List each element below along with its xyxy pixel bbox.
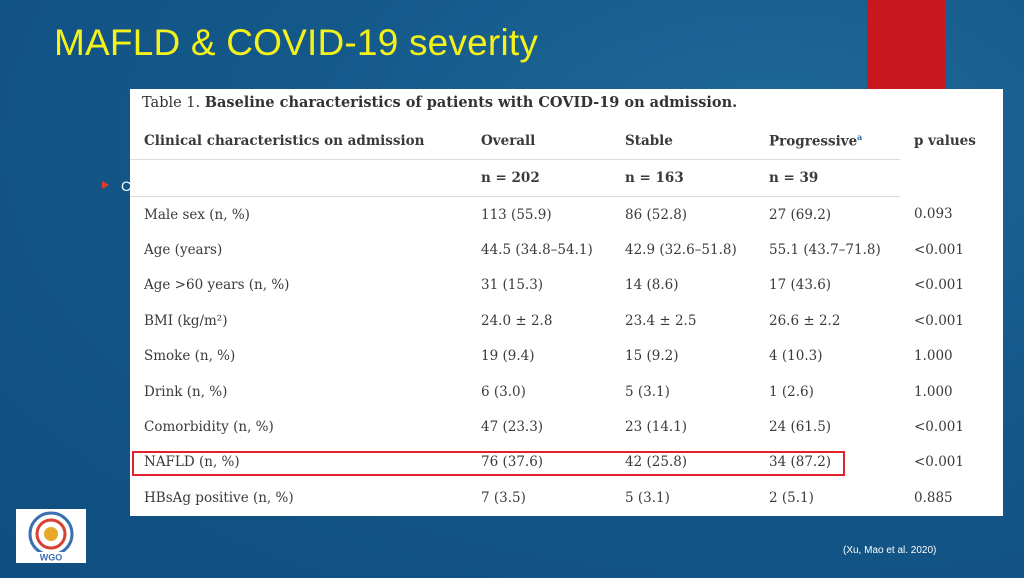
cell-progressive: 17 (43.6) xyxy=(769,277,832,294)
header-empty xyxy=(130,159,467,197)
table-body: Male sex (n, %) 113 (55.9) 86 (52.8) 27 (69… xyxy=(130,197,1003,516)
table-caption-label: Table 1. xyxy=(142,95,201,111)
cell-characteristic: Age (years) xyxy=(144,242,223,259)
cell-overall: 24.0 ± 2.8 xyxy=(481,312,553,329)
table-row: Drink (n, %) 6 (3.0) 5 (3.1) 1 (2.6) 1.000 xyxy=(130,374,1003,409)
cell-characteristic: Drink (n, %) xyxy=(144,383,228,400)
header-characteristic: Clinical characteristics on admission xyxy=(130,123,467,160)
cell-stable: 42.9 (32.6–51.8) xyxy=(625,242,737,259)
cell-overall: 44.5 (34.8–54.1) xyxy=(481,242,593,259)
cell-characteristic: Smoke (n, %) xyxy=(144,348,236,365)
bullet-arrow-icon xyxy=(102,181,109,189)
cell-characteristic: NAFLD (n, %) xyxy=(144,454,240,471)
cell-overall: 113 (55.9) xyxy=(481,206,552,223)
cell-overall: 76 (37.6) xyxy=(481,454,544,471)
cell-p-value: <0.001 xyxy=(914,419,964,436)
slide-title: MAFLD & COVID-19 severity xyxy=(54,22,539,63)
table-row: Comorbidity (n, %) 47 (23.3) 23 (14.1) 24 (… xyxy=(130,409,1003,444)
cell-overall: 19 (9.4) xyxy=(481,348,535,365)
cell-stable: 15 (9.2) xyxy=(625,348,679,365)
cell-characteristic: Age >60 years (n, %) xyxy=(144,277,290,294)
table-row: BMI (kg/m²) 24.0 ± 2.8 23.4 ± 2.5 26.6 ± 2.… xyxy=(130,303,1003,338)
p-empty xyxy=(900,160,1003,197)
table-row: Age >60 years (n, %) 31 (15.3) 14 (8.6) 17 … xyxy=(130,268,1003,303)
cell-characteristic: HBsAg positive (n, %) xyxy=(144,489,294,506)
header-overall: Overall xyxy=(467,123,611,160)
cell-overall: 7 (3.5) xyxy=(481,489,526,506)
cell-stable: 5 (3.1) xyxy=(625,383,670,400)
cell-progressive: 4 (10.3) xyxy=(769,348,823,365)
cell-characteristic: BMI (kg/m²) xyxy=(144,312,228,329)
cell-p-value: 1.000 xyxy=(914,348,953,365)
header-progressive-label: Progressive xyxy=(769,133,858,150)
cell-overall: 6 (3.0) xyxy=(481,383,526,400)
table-n-row: n = 202 n = 163 n = 39 xyxy=(130,159,1003,197)
cell-stable: 14 (8.6) xyxy=(625,277,679,294)
wgo-logo: WGO xyxy=(16,509,86,563)
cell-progressive: 27 (69.2) xyxy=(769,206,832,223)
wgo-logo-text: WGO xyxy=(40,553,63,563)
wgo-logo-icon: WGO xyxy=(28,511,74,563)
table-row: Smoke (n, %) 19 (9.4) 15 (9.2) 4 (10.3) 1.00… xyxy=(130,339,1003,374)
footnote-marker: a xyxy=(857,132,863,143)
overall-n: n = 202 xyxy=(467,159,611,197)
cell-progressive: 34 (87.2) xyxy=(769,454,832,471)
cell-progressive: 55.1 (43.7–71.8) xyxy=(769,242,881,259)
table-caption: Table 1. Baseline characteristics of pat… xyxy=(142,94,737,111)
table-header-row: Clinical characteristics on admission Ov… xyxy=(130,123,1003,160)
cell-p-value: <0.001 xyxy=(914,454,964,471)
table-row: Male sex (n, %) 113 (55.9) 86 (52.8) 27 (69… xyxy=(130,197,1003,233)
header-stable: Stable xyxy=(611,123,755,160)
cell-progressive: 2 (5.1) xyxy=(769,489,814,506)
bullet-text: C xyxy=(121,178,132,194)
cell-p-value: <0.001 xyxy=(914,312,964,329)
cell-p-value: <0.001 xyxy=(914,242,964,259)
cell-stable: 5 (3.1) xyxy=(625,489,670,506)
cell-p-value: 1.000 xyxy=(914,383,953,400)
cell-overall: 47 (23.3) xyxy=(481,419,544,436)
cell-characteristic: Comorbidity (n, %) xyxy=(144,419,274,436)
cell-p-value: 0.885 xyxy=(914,489,953,506)
cell-characteristic: Male sex (n, %) xyxy=(144,206,250,223)
cell-progressive: 26.6 ± 2.2 xyxy=(769,312,841,329)
table-row: HBsAg positive (n, %) 7 (3.5) 5 (3.1) 2 (5.… xyxy=(130,480,1003,515)
cell-progressive: 24 (61.5) xyxy=(769,419,832,436)
cell-p-value: <0.001 xyxy=(914,277,964,294)
red-accent-bar xyxy=(867,0,945,90)
progressive-n: n = 39 xyxy=(755,159,900,197)
header-progressive: Progressivea xyxy=(755,123,900,160)
table-row: NAFLD (n, %) 76 (37.6) 42 (25.8) 34 (87.2) <… xyxy=(130,445,1003,480)
cell-p-value: 0.093 xyxy=(914,206,953,223)
table-caption-text: Baseline characteristics of patients wit… xyxy=(204,94,738,111)
cell-progressive: 1 (2.6) xyxy=(769,383,814,400)
nafld-highlight-box xyxy=(132,451,845,476)
cell-stable: 42 (25.8) xyxy=(625,454,688,471)
stable-n: n = 163 xyxy=(611,159,755,197)
table-image: Table 1. Baseline characteristics of pat… xyxy=(130,89,1003,516)
table-row: Age (years) 44.5 (34.8–54.1) 42.9 (32.6–51… xyxy=(130,232,1003,267)
cell-stable: 86 (52.8) xyxy=(625,206,688,223)
baseline-characteristics-table: Clinical characteristics on admission Ov… xyxy=(130,123,1003,516)
cell-overall: 31 (15.3) xyxy=(481,277,544,294)
header-p-values: p values xyxy=(914,133,976,150)
cell-stable: 23 (14.1) xyxy=(625,419,688,436)
cell-stable: 23.4 ± 2.5 xyxy=(625,312,697,329)
citation: (Xu, Mao et al. 2020) xyxy=(843,545,937,556)
